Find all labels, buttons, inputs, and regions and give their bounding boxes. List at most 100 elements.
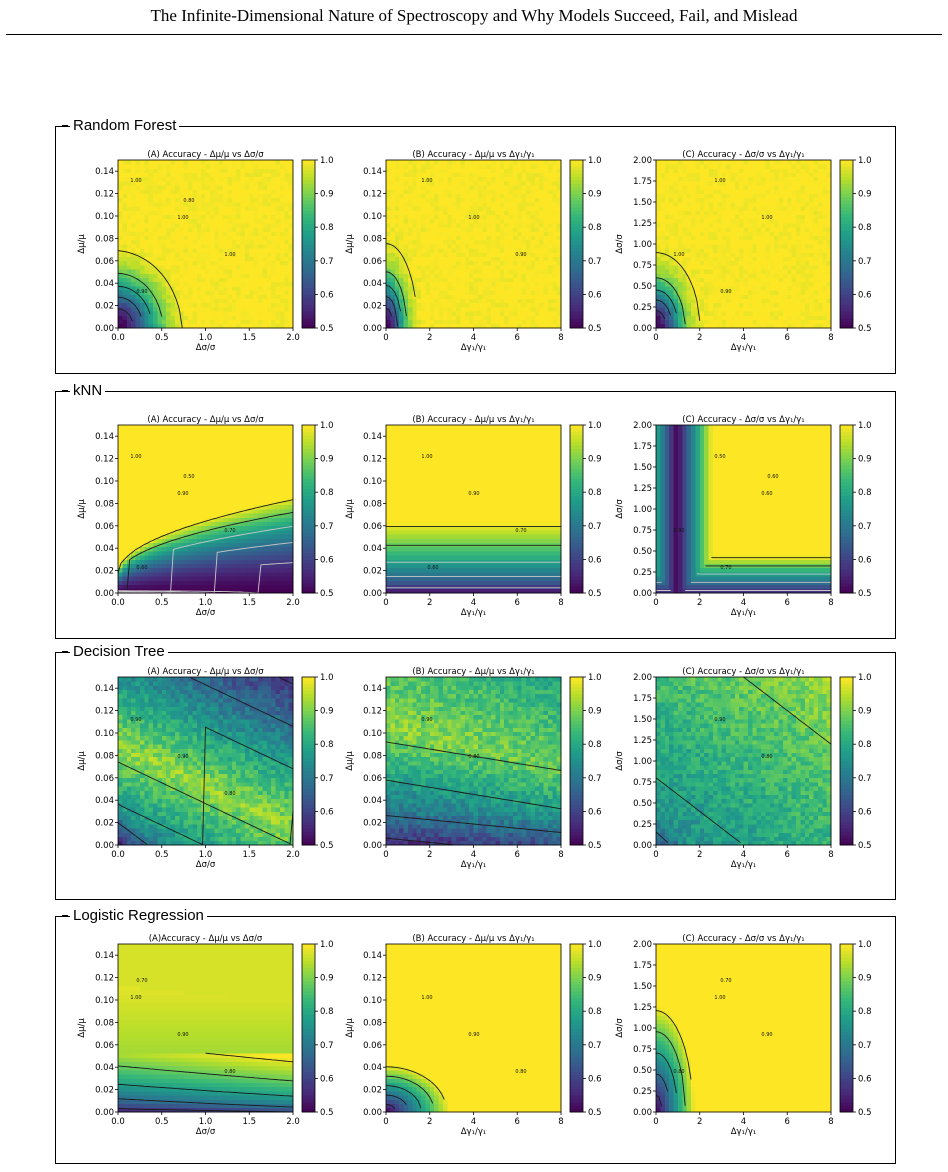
- heatmap-cell: [166, 260, 171, 266]
- heatmap-cell: [144, 248, 150, 253]
- heatmap-cell: [712, 176, 718, 182]
- heatmap-cell: [539, 176, 544, 182]
- heatmap-cell: [399, 193, 404, 199]
- heatmap-cell: [421, 244, 426, 249]
- heatmap-cell: [192, 231, 198, 236]
- heatmap-cell: [730, 231, 736, 236]
- heatmap-cell: [153, 281, 158, 287]
- heatmap-cell: [148, 197, 154, 203]
- heatmap-cell: [512, 193, 518, 199]
- heatmap-cell: [726, 252, 731, 257]
- heatmap-cell: [236, 323, 241, 329]
- heatmap-cell: [721, 227, 727, 232]
- heatmap-cell: [539, 210, 544, 215]
- heatmap-cell: [148, 252, 154, 257]
- heatmap-cell: [677, 286, 683, 291]
- heatmap-cell: [787, 218, 793, 224]
- heatmap-cell: [822, 298, 828, 304]
- heatmap-cell: [214, 189, 220, 194]
- heatmap-cell: [131, 164, 136, 169]
- heatmap-cell: [826, 290, 832, 295]
- heatmap-cell: [765, 319, 771, 325]
- heatmap-cell: [144, 315, 150, 320]
- heatmap-cell: [394, 323, 400, 329]
- heatmap-cell: [543, 227, 549, 232]
- heatmap-cell: [412, 269, 418, 274]
- heatmap-cell: [196, 239, 202, 245]
- heatmap-cell: [686, 193, 692, 199]
- x-axis-label: Δσ/σ: [196, 343, 216, 353]
- heatmap-cell: [205, 239, 211, 245]
- heatmap-cell: [787, 239, 793, 245]
- heatmap-cell: [135, 235, 141, 241]
- heatmap-cell: [512, 218, 518, 224]
- heatmap-cell: [539, 269, 544, 274]
- heatmap-cell: [756, 172, 762, 178]
- heatmap-cell: [473, 164, 479, 169]
- heatmap-cell: [547, 235, 553, 241]
- heatmap-cell: [469, 273, 474, 278]
- heatmap-cell: [739, 189, 744, 194]
- heatmap-cell: [482, 231, 488, 236]
- heatmap-cell: [425, 265, 431, 270]
- heatmap-cell: [477, 206, 483, 211]
- heatmap-cell: [782, 319, 788, 325]
- heatmap-cell: [782, 260, 788, 266]
- heatmap-cell: [161, 298, 167, 304]
- heatmap-cell: [778, 286, 784, 291]
- heatmap-cell: [258, 210, 263, 215]
- heatmap-cell: [534, 298, 540, 304]
- heatmap-cell: [460, 223, 466, 228]
- heatmap-cell: [765, 260, 771, 266]
- heatmap-cell: [813, 168, 819, 173]
- heatmap-cell: [240, 185, 246, 190]
- heatmap-cell: [765, 160, 771, 165]
- colorbar-step: [570, 200, 583, 205]
- y-axis-label: Δμ/μ: [77, 234, 87, 254]
- heatmap-cell: [774, 172, 779, 178]
- heatmap-cell: [547, 311, 553, 316]
- heatmap-cell: [534, 256, 540, 262]
- heatmap-cell: [717, 323, 723, 329]
- heatmap-cell: [126, 248, 132, 253]
- heatmap-cell: [456, 294, 461, 299]
- heatmap-cell: [236, 273, 241, 278]
- heatmap-cell: [804, 172, 810, 178]
- heatmap-cell: [765, 189, 771, 194]
- heatmap-cell: [730, 168, 736, 173]
- heatmap-cell: [708, 319, 714, 325]
- heatmap-cell: [153, 181, 158, 186]
- heatmap-cell: [231, 269, 237, 274]
- heatmap-cell: [660, 210, 666, 215]
- heatmap-cell: [429, 231, 435, 236]
- heatmap-cell: [231, 160, 237, 165]
- heatmap-cell: [482, 290, 488, 295]
- heatmap-cell: [183, 269, 189, 274]
- heatmap-cell: [170, 214, 176, 220]
- heatmap-cell: [434, 214, 439, 220]
- heatmap-cell: [161, 315, 167, 320]
- heatmap-cell: [196, 307, 202, 312]
- heatmap-cell: [686, 248, 692, 253]
- heatmap-cell: [416, 273, 422, 278]
- heatmap-cell: [227, 260, 233, 266]
- heatmap-cell: [504, 269, 509, 274]
- heatmap-cell: [486, 210, 492, 215]
- heatmap-cell: [236, 290, 241, 295]
- heatmap-cell: [800, 231, 806, 236]
- heatmap-cell: [699, 235, 705, 241]
- heatmap-cell: [791, 319, 797, 325]
- heatmap-cell: [218, 315, 224, 320]
- heatmap-cell: [695, 193, 701, 199]
- heatmap-cell: [196, 231, 202, 236]
- heatmap-cell: [660, 223, 666, 228]
- heatmap-cell: [179, 290, 185, 295]
- heatmap-cell: [547, 239, 553, 245]
- heatmap-cell: [284, 202, 290, 207]
- heatmap-cell: [407, 281, 413, 287]
- heatmap-cell: [826, 281, 832, 287]
- heatmap-cell: [192, 206, 198, 211]
- heatmap-cell: [495, 298, 501, 304]
- heatmap-cell: [508, 323, 514, 329]
- heatmap-cell: [512, 164, 518, 169]
